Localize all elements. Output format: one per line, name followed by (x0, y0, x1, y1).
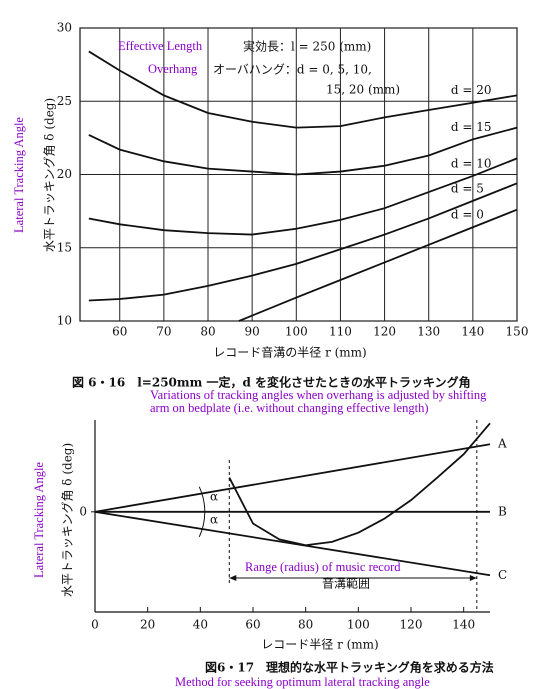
series-line (238, 208, 518, 322)
y-tick-label: 0 (79, 504, 87, 518)
x-tick-label: 110 (329, 325, 352, 339)
x-tick-label: 80 (200, 325, 215, 339)
series-label: d = 20 (451, 83, 492, 97)
x-tick-label: 60 (112, 325, 127, 339)
x-axis-label: レコード音溝の半径 r (mm) (213, 345, 367, 360)
series-line (94, 443, 491, 513)
y-tick-label: 15 (57, 240, 72, 254)
annotation: Effective Length (118, 39, 203, 53)
annotation: オーバハング：d = 0, 5, 10, (213, 63, 372, 77)
x-tick-label: 0 (91, 618, 99, 632)
series-label: C (498, 568, 507, 582)
y-tick-label: 30 (57, 21, 72, 35)
caption: 図6・17 理想的な水平トラッキング角を求める方法 (205, 660, 494, 675)
y-tick-label: 10 (57, 314, 72, 328)
x-tick-label: 90 (245, 325, 260, 339)
x-tick-label: 40 (193, 618, 208, 632)
x-tick-label: 100 (347, 618, 370, 632)
series-label: d = 5 (451, 181, 484, 195)
x-tick-label: 20 (140, 618, 155, 632)
x-tick-label: 140 (461, 325, 484, 339)
caption-english: Variations of tracking angles when overh… (150, 388, 487, 402)
series-label: B (498, 504, 507, 518)
series-line (228, 422, 491, 547)
series-label: d = 0 (451, 208, 484, 222)
x-tick-label: 100 (285, 325, 308, 339)
x-tick-label: 150 (506, 325, 529, 339)
series-label: d = 15 (451, 120, 492, 134)
caption-english: Method for seeking optimum lateral track… (175, 675, 430, 689)
x-tick-label: 120 (373, 325, 396, 339)
x-tick-label: 70 (156, 325, 171, 339)
x-tick-label: 120 (400, 618, 423, 632)
annotation: α (210, 490, 218, 504)
series-label: A (497, 437, 507, 451)
annotation: 実効長：l = 250 (mm) (243, 39, 371, 54)
series-line (88, 50, 518, 129)
x-tick-label: 140 (452, 618, 475, 632)
y-axis-label: Lateral Tracking Angle (32, 462, 46, 578)
y-axis-label: 水平トラッキング角 δ (deg) (43, 98, 57, 252)
y-tick-label: 25 (57, 94, 72, 108)
series-line (94, 510, 491, 577)
caption-english: arm on bedplate (i.e. without changing e… (150, 401, 429, 415)
series-line (88, 126, 518, 176)
y-axis-label: Lateral Tracking Angle (12, 117, 26, 233)
series-label: d = 10 (451, 156, 492, 170)
annotation: Range (radius) of music record (245, 560, 401, 574)
y-axis-label: 水平トラッキング角 δ (deg) (61, 443, 75, 597)
y-tick-label: 20 (57, 167, 72, 181)
annotation: α (210, 513, 218, 527)
annotation: 音溝範囲 (322, 576, 370, 591)
annotation: Overhang (148, 62, 198, 76)
caption: 図 6・16 l=250mm 一定，d を変化させたときの水平トラッキング角 (72, 375, 471, 390)
series-line (88, 182, 518, 302)
x-tick-label: 130 (417, 325, 440, 339)
series-line (88, 157, 518, 236)
x-tick-label: 60 (245, 618, 260, 632)
annotation: 15, 20 (mm) (326, 83, 400, 97)
x-tick-label: 80 (298, 618, 313, 632)
x-axis-label: レコード半径 r (mm) (261, 638, 379, 652)
